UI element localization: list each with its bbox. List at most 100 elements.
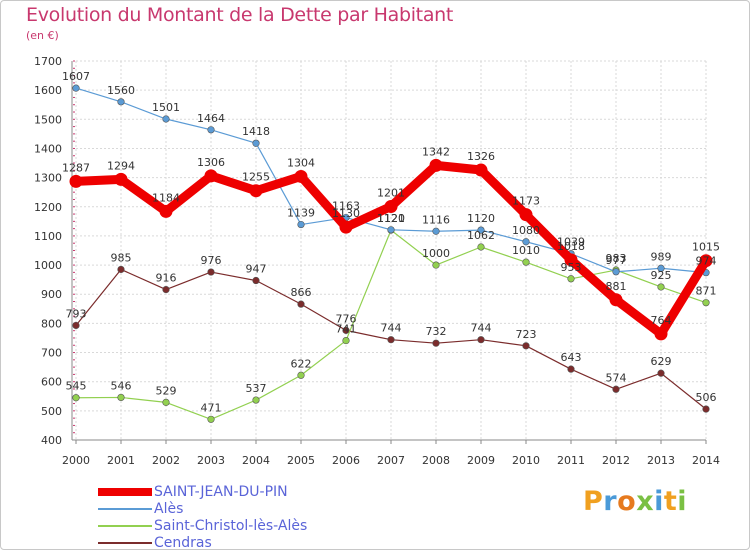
y-tick-label: 700 xyxy=(41,347,62,360)
data-point xyxy=(612,268,620,276)
logo-letter: i xyxy=(654,486,664,517)
data-point xyxy=(387,226,395,234)
x-tick-label: 2001 xyxy=(107,454,135,467)
data-label: 953 xyxy=(561,261,582,274)
data-label: 1255 xyxy=(242,171,270,184)
data-label: 1287 xyxy=(62,161,90,174)
data-point xyxy=(432,339,440,347)
data-point xyxy=(117,98,125,106)
y-tick-label: 1500 xyxy=(34,113,62,126)
data-point xyxy=(162,115,170,123)
logo-letter: i xyxy=(677,486,688,517)
data-point xyxy=(702,405,710,413)
y-tick-label: 900 xyxy=(41,288,62,301)
data-label: 629 xyxy=(651,355,672,368)
x-tick-label: 2014 xyxy=(692,454,720,467)
data-label: 545 xyxy=(66,380,87,393)
data-label: 506 xyxy=(696,391,717,404)
data-label: 1116 xyxy=(422,213,450,226)
legend-swatch-saint-jean-du-pin xyxy=(98,488,152,496)
data-point xyxy=(429,158,443,172)
data-label: 574 xyxy=(606,371,627,384)
data-label: 764 xyxy=(651,314,672,327)
y-tick-label: 1400 xyxy=(34,142,62,155)
data-point xyxy=(294,169,308,183)
data-label: 866 xyxy=(291,286,312,299)
x-tick-label: 2012 xyxy=(602,454,630,467)
data-point xyxy=(657,264,665,272)
data-point xyxy=(207,268,215,276)
x-tick-label: 2007 xyxy=(377,454,405,467)
legend-label: Saint-Christol-lès-Alès xyxy=(154,518,308,534)
logo-letter: t xyxy=(663,486,678,517)
data-label: 976 xyxy=(201,254,222,267)
data-label: 1120 xyxy=(377,212,405,225)
data-point xyxy=(567,365,575,373)
legend-swatch-ales xyxy=(98,508,152,510)
data-label: 1501 xyxy=(152,101,180,114)
y-tick-label: 600 xyxy=(41,376,62,389)
x-tick-label: 2002 xyxy=(152,454,180,467)
data-point xyxy=(522,238,530,246)
data-label: 1163 xyxy=(332,200,360,213)
series-layer xyxy=(69,84,713,423)
y-tick-label: 1700 xyxy=(34,55,62,68)
data-label: 776 xyxy=(336,312,357,325)
x-tick-label: 2005 xyxy=(287,454,315,467)
data-label: 881 xyxy=(606,280,627,293)
data-point xyxy=(249,184,263,198)
data-point xyxy=(522,342,530,350)
data-point xyxy=(567,275,575,283)
data-label: 916 xyxy=(156,272,177,285)
data-point xyxy=(609,293,623,307)
data-point xyxy=(477,226,485,234)
data-point xyxy=(297,220,305,229)
data-point xyxy=(297,300,305,308)
legend-label: Cendras xyxy=(154,535,212,551)
y-tick-label: 400 xyxy=(41,434,62,447)
data-label: 1201 xyxy=(377,186,405,199)
logo-letter: r xyxy=(603,486,618,517)
data-label: 529 xyxy=(156,384,177,397)
data-label: 977 xyxy=(606,254,627,267)
data-label: 974 xyxy=(696,255,717,268)
y-tick-label: 1600 xyxy=(34,84,62,97)
legend-label: SAINT-JEAN-DU-PIN xyxy=(154,484,288,500)
data-label: 744 xyxy=(471,322,492,335)
data-label: 1000 xyxy=(422,247,450,260)
y-tick-label: 1000 xyxy=(34,259,62,272)
data-label: 1018 xyxy=(557,240,585,253)
data-label: 1130 xyxy=(332,207,360,220)
data-label: 1015 xyxy=(692,241,720,254)
data-label: 1294 xyxy=(107,159,135,172)
data-point xyxy=(159,204,173,218)
data-point xyxy=(252,276,260,285)
data-point xyxy=(114,172,128,186)
data-point xyxy=(522,258,530,266)
data-label: 744 xyxy=(381,322,402,335)
data-point xyxy=(387,336,395,344)
data-label: 1306 xyxy=(197,156,225,169)
series-line-1 xyxy=(75,87,707,274)
y-tick-label: 1100 xyxy=(34,230,62,243)
data-label: 1173 xyxy=(512,195,540,208)
x-tick-label: 2006 xyxy=(332,454,360,467)
grid xyxy=(75,60,707,441)
data-point xyxy=(702,299,710,307)
data-label: 1139 xyxy=(287,207,315,220)
data-point xyxy=(162,398,170,406)
data-label: 1120 xyxy=(467,212,495,225)
data-label: 1062 xyxy=(467,229,495,242)
data-point xyxy=(384,199,398,213)
logo-letter: x xyxy=(636,486,655,517)
data-point xyxy=(477,336,485,344)
data-label: 1326 xyxy=(467,150,495,163)
data-label: 622 xyxy=(291,357,312,370)
data-label: 983 xyxy=(606,252,627,265)
data-point xyxy=(72,321,80,330)
data-point xyxy=(474,163,488,177)
chart-title: Evolution du Montant de la Dette par Hab… xyxy=(26,4,454,26)
data-label: 537 xyxy=(246,382,267,395)
